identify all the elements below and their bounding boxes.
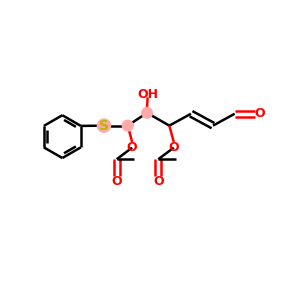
- Text: O: O: [111, 175, 122, 188]
- Text: O: O: [255, 107, 265, 120]
- Circle shape: [122, 120, 133, 131]
- Text: OH: OH: [137, 88, 158, 101]
- Circle shape: [142, 107, 152, 118]
- Text: S: S: [99, 118, 109, 133]
- Circle shape: [98, 119, 110, 132]
- Text: O: O: [169, 141, 179, 154]
- Text: O: O: [127, 141, 137, 154]
- Text: O: O: [153, 175, 164, 188]
